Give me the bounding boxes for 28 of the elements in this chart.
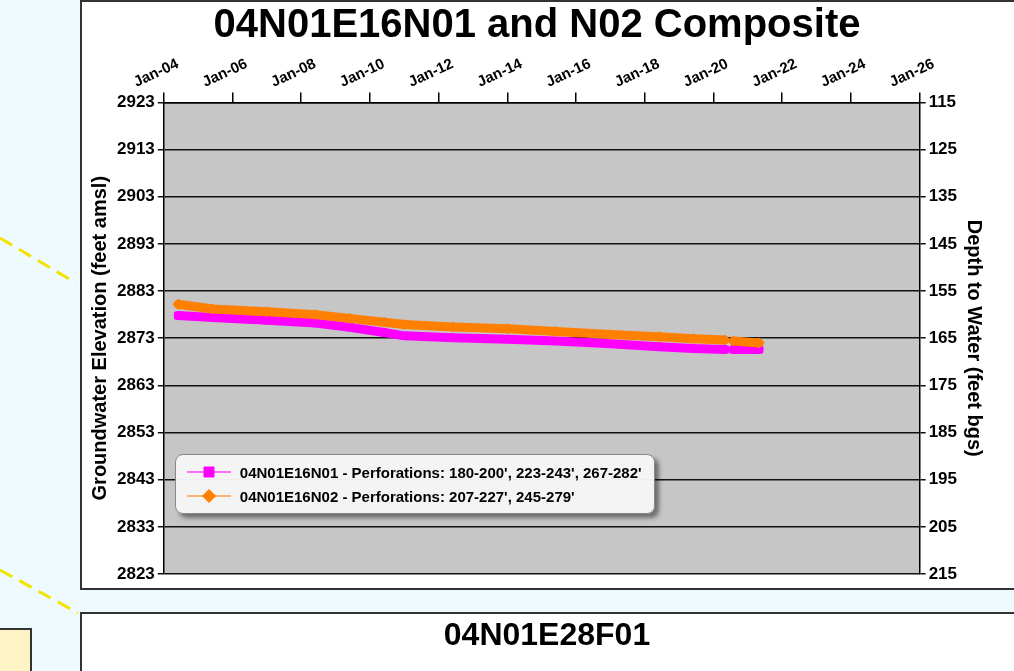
y2-tick-label: 155 [928,280,958,300]
y2-tick-label: 175 [928,375,958,395]
y-tick-label: 2903 [116,186,155,206]
y-tick-label: 2883 [116,280,155,300]
y2-tick-label: 115 [928,92,957,112]
y-tick-label: 2893 [116,233,155,253]
y-tick-label: 2863 [116,375,155,395]
y2-tick-label: 145 [928,233,958,253]
y2-tick-label: 215 [928,563,958,583]
text: 04N01E28F01 [442,616,652,653]
y2-tick-label: 125 [928,139,958,159]
y-tick-label: 2823 [116,563,155,583]
y-tick-label: 2923 [116,92,155,112]
y2-tick-label: 165 [928,327,958,347]
y2-tick-label: 135 [928,186,958,206]
legend-label: 04N01E16N02 - Perforations: 207-227', 245-279' [239,487,575,505]
y-tick-label: 2843 [116,469,155,489]
y2-tick-label: 185 [928,422,958,442]
y-axis-title: Groundwater Elevation (feet amsl) [87,175,110,501]
y2-tick-label: 205 [928,516,958,536]
chart-title: 04N01E16N01 and N02 Composite [213,1,861,46]
y-tick-label: 2873 [116,327,155,347]
y-tick-label: 2833 [116,516,155,536]
y-tick-label: 2913 [116,139,155,159]
y2-axis-title: Depth to Water (feet bgs) [964,219,987,457]
legend-label: 04N01E16N01 - Perforations: 180-200', 223-243', 267-282' [239,463,642,481]
y-tick-label: 2853 [116,422,155,442]
y2-tick-label: 195 [928,469,958,489]
